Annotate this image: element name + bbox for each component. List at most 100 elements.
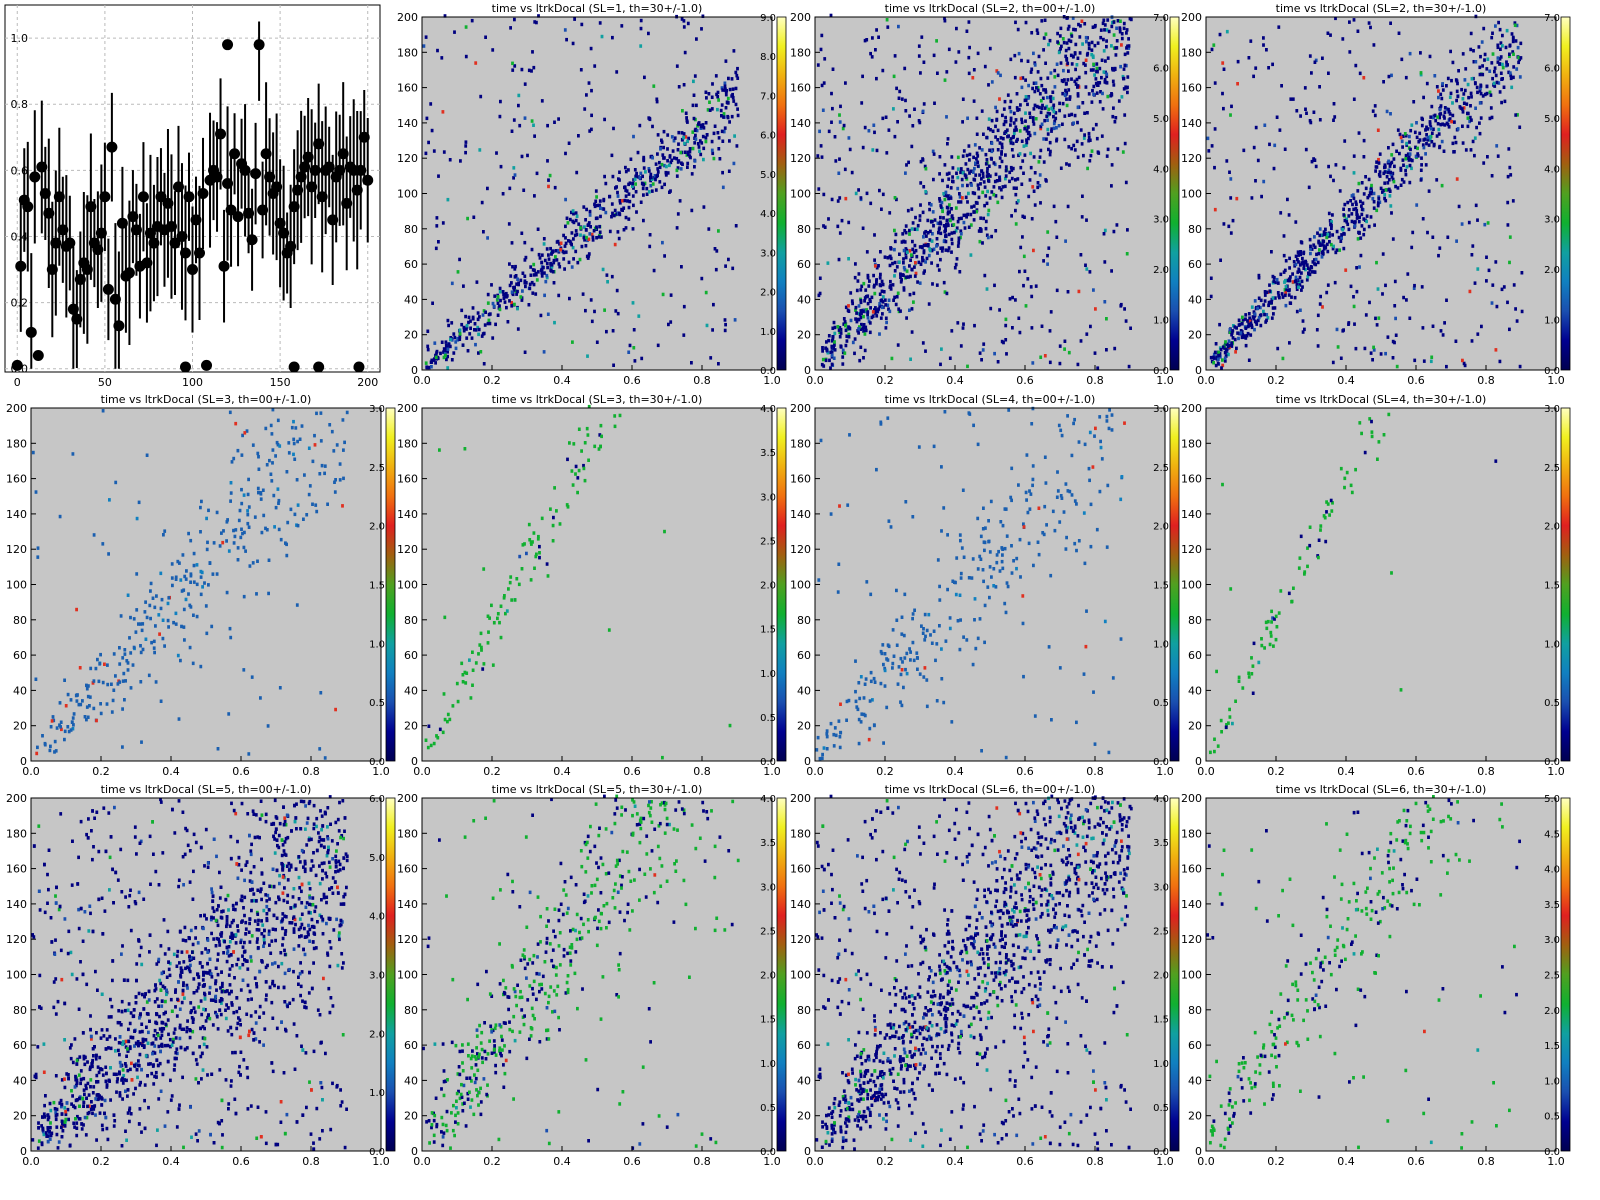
heatmap-cell [1002, 107, 1006, 111]
heatmap-cell [983, 640, 986, 645]
heatmap-cell [1064, 88, 1067, 93]
heatmap-cell [1260, 643, 1264, 648]
heatmap-cell [714, 74, 718, 78]
heatmap-cell [832, 732, 836, 737]
heatmap-cell [498, 290, 502, 294]
heatmap-cell [63, 678, 66, 682]
heatmap-cell [1386, 181, 1390, 185]
heatmap-cell [1026, 510, 1030, 515]
heatmap-cell [1518, 364, 1522, 369]
heatmap-cell [1445, 84, 1448, 88]
heatmap-cell [572, 212, 575, 216]
heatmap-cell [688, 150, 692, 154]
heatmap-cell [443, 717, 447, 722]
heatmap-cell [1050, 718, 1053, 722]
heatmap-cell [837, 328, 841, 332]
heatmap-cell [1218, 322, 1221, 327]
heatmap-cell [99, 652, 102, 657]
heatmap-cell [676, 166, 680, 170]
heatmap-cell [1301, 330, 1305, 334]
heatmap-cell [902, 273, 905, 278]
heatmap-cell [850, 299, 854, 303]
heatmap-cell [513, 17, 516, 22]
heatmap-cell [1071, 55, 1075, 59]
heatmap-cell [1000, 150, 1003, 154]
heatmap-cell [1037, 54, 1041, 59]
heatmap-cell [700, 141, 704, 145]
heatmap-cell [1485, 84, 1489, 89]
heatmap-cell [1367, 224, 1371, 229]
heatmap-cell [682, 19, 686, 23]
heatmap-cell [965, 29, 969, 33]
heatmap-cell [246, 509, 249, 513]
heatmap-cell [531, 540, 534, 544]
heatmap-cell [967, 576, 971, 580]
heatmap-cell [906, 208, 910, 213]
heatmap-cell [869, 201, 873, 206]
heatmap-cell [1111, 114, 1115, 119]
heatmap-cell [733, 318, 737, 322]
heatmap-cell [1002, 122, 1006, 127]
heatmap-cell [572, 237, 575, 241]
heatmap-cell [840, 218, 844, 223]
heatmap-cell [284, 541, 287, 545]
heatmap-cell [1393, 340, 1396, 345]
heatmap-cell [538, 544, 541, 549]
heatmap-cell [1496, 45, 1500, 50]
heatmap-cell [865, 38, 869, 42]
heatmap-cell [1014, 208, 1017, 213]
heatmap-cell [924, 260, 927, 264]
heatmap-cell [1330, 220, 1333, 224]
heatmap-cell [1120, 43, 1123, 47]
heatmap-cell [1227, 352, 1230, 357]
heatmap-cell [1394, 184, 1397, 189]
heatmap-cell [693, 159, 697, 163]
heatmap-cell [865, 250, 869, 254]
heatmap-cell [1503, 99, 1507, 104]
heatmap-cell [987, 177, 990, 181]
heatmap-cell [613, 424, 617, 429]
heatmap-cell [1123, 52, 1127, 57]
heatmap-cell [869, 592, 873, 597]
heatmap-cell [1031, 406, 1035, 411]
heatmap-cell [1029, 151, 1032, 156]
heatmap-cell [847, 326, 851, 330]
heatmap-cell [162, 533, 165, 537]
heatmap-cell [1019, 103, 1022, 107]
heatmap-cell [582, 466, 586, 471]
heatmap-cell [1279, 211, 1283, 215]
colorbar-label: 4.0 [760, 209, 776, 220]
data-point [25, 326, 37, 338]
heatmap-cell [126, 668, 130, 672]
heatmap-cell [449, 336, 453, 340]
heatmap-cell [1096, 41, 1100, 45]
heatmap-cell [823, 225, 827, 229]
heatmap-cell [1369, 351, 1373, 355]
heatmap-cell [1231, 721, 1234, 726]
heatmap-cell [1453, 120, 1456, 124]
heatmap-cell [523, 258, 527, 262]
heatmap-cell [911, 247, 915, 252]
data-point [351, 184, 363, 196]
heatmap-cell [593, 444, 597, 449]
heatmap-cell [706, 108, 710, 112]
heatmap-cell [575, 170, 579, 175]
heatmap-cell [1039, 124, 1043, 129]
heatmap-cell [244, 549, 247, 553]
heatmap-cell [996, 128, 1000, 133]
heatmap-cell [89, 666, 93, 671]
heatmap-cell [1350, 212, 1354, 216]
heatmap-cell [882, 290, 886, 294]
heatmap-cell [1068, 97, 1072, 101]
heatmap-cell [1031, 185, 1035, 189]
heatmap-cell [1338, 248, 1341, 252]
heatmap-cell [1094, 122, 1098, 127]
heatmap-cell [177, 717, 181, 721]
heatmap-cell [955, 171, 958, 175]
heatmap-cell [1494, 348, 1498, 352]
heatmap-cell [854, 305, 858, 310]
heatmap-cell [695, 128, 699, 133]
heatmap-cell [1024, 20, 1028, 25]
heatmap-cell [1424, 152, 1427, 156]
heatmap-cell [1030, 31, 1034, 35]
